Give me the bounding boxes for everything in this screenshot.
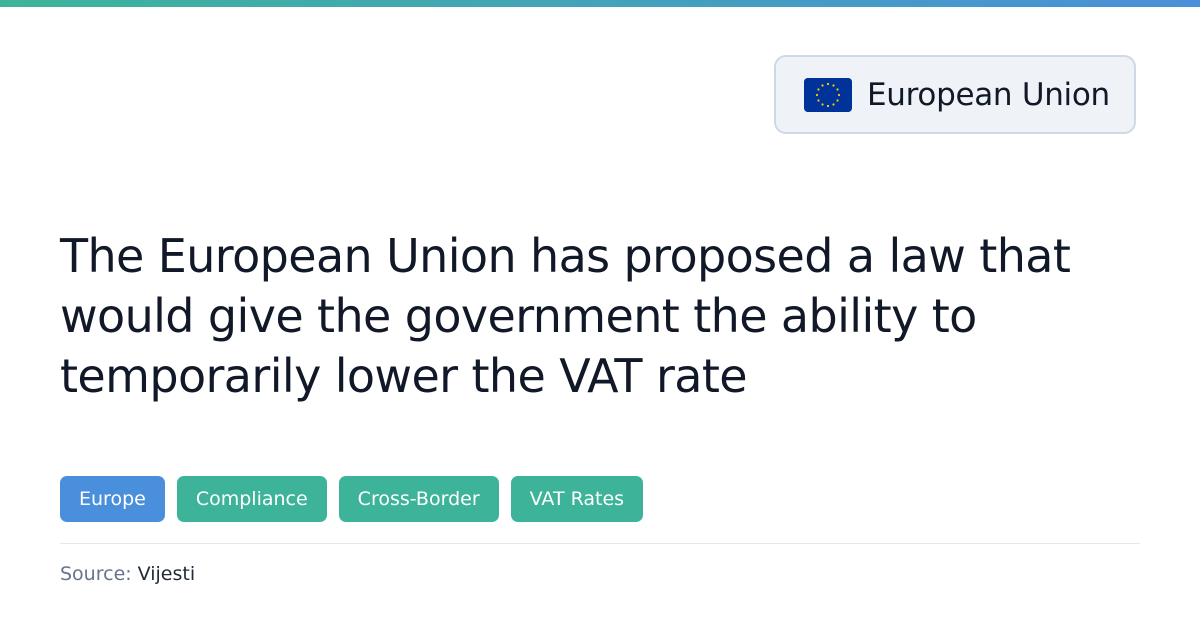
- divider: [60, 543, 1140, 544]
- tag-list: Europe Compliance Cross-Border VAT Rates: [60, 476, 644, 522]
- accent-bar: [0, 0, 1200, 7]
- source: Source: Vijesti: [60, 563, 195, 585]
- flag-star: [821, 102, 824, 106]
- flag-star: [836, 87, 839, 91]
- flag-star: [832, 83, 835, 87]
- flag-star: [837, 93, 841, 96]
- headline: The European Union has proposed a law th…: [60, 229, 1071, 403]
- region-badge: European Union: [774, 55, 1136, 134]
- flag-star: [826, 104, 830, 107]
- tag-vat-rates[interactable]: VAT Rates: [510, 476, 644, 522]
- flag-star: [817, 98, 820, 102]
- flag-star: [832, 102, 835, 106]
- source-value: Vijesti: [137, 563, 196, 585]
- flag-star: [817, 87, 820, 91]
- eu-flag-icon: [804, 77, 852, 112]
- flag-star: [836, 98, 839, 102]
- source-label: Source:: [60, 563, 132, 585]
- tag-europe[interactable]: Europe: [60, 476, 165, 522]
- flag-star: [815, 93, 819, 96]
- flag-star: [826, 82, 830, 85]
- region-label: European Union: [867, 76, 1110, 113]
- flag-star: [821, 83, 824, 87]
- tag-cross-border[interactable]: Cross-Border: [338, 476, 499, 522]
- tag-compliance[interactable]: Compliance: [176, 476, 327, 522]
